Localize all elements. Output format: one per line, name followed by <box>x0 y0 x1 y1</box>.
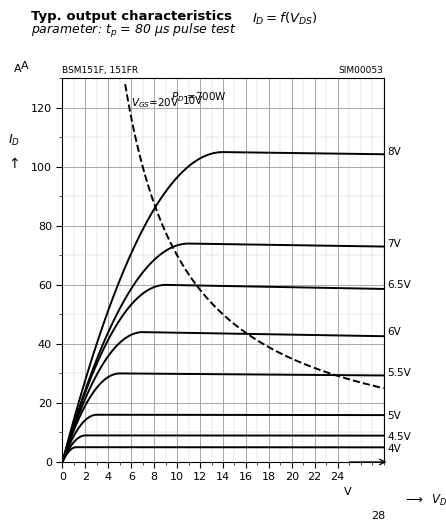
Text: parameter: $t_p$ = 80 μs pulse test: parameter: $t_p$ = 80 μs pulse test <box>31 22 237 40</box>
Text: A: A <box>14 64 21 75</box>
Text: Typ. output characteristics: Typ. output characteristics <box>31 10 232 23</box>
Text: 6V: 6V <box>387 327 401 337</box>
Text: 10V: 10V <box>183 96 203 106</box>
Text: SIM00053: SIM00053 <box>339 66 384 75</box>
Text: 7V: 7V <box>387 239 401 248</box>
Text: 5V: 5V <box>387 411 401 421</box>
Text: $I_D = f(V_{DS})$: $I_D = f(V_{DS})$ <box>252 10 318 27</box>
Text: $I_D$: $I_D$ <box>8 134 20 148</box>
Text: 4.5V: 4.5V <box>387 432 411 442</box>
Text: $\longrightarrow$  $V_{DS}$: $\longrightarrow$ $V_{DS}$ <box>403 493 446 508</box>
Text: ↑: ↑ <box>8 158 20 171</box>
Text: BSM151F, 151FR: BSM151F, 151FR <box>62 66 139 75</box>
Text: $V_{GS}$=20V: $V_{GS}$=20V <box>131 96 180 110</box>
Text: $P_D$ =700W: $P_D$ =700W <box>171 90 227 104</box>
Text: 6.5V: 6.5V <box>387 280 411 290</box>
Text: 4V: 4V <box>387 444 401 454</box>
Text: 28: 28 <box>371 511 385 520</box>
Text: 8V: 8V <box>387 147 401 157</box>
Text: A: A <box>21 61 28 70</box>
Text: 5.5V: 5.5V <box>387 369 411 378</box>
Text: V: V <box>343 487 351 497</box>
